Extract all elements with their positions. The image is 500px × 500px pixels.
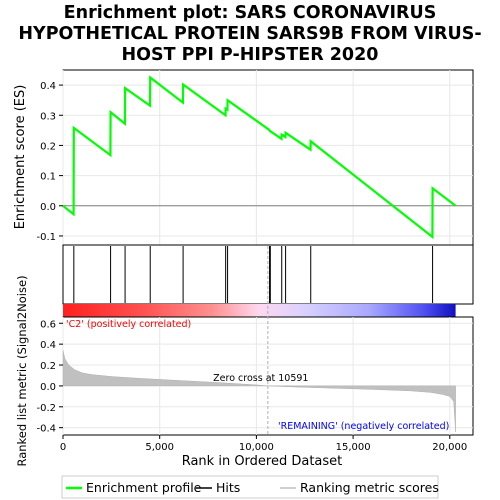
x-tick-label: 5,000 xyxy=(145,442,174,453)
metric-y-tick-label: 0.0 xyxy=(40,382,56,393)
metric-y-tick-label: -0.4 xyxy=(36,424,56,435)
metric-y-tick-label: -0.2 xyxy=(36,403,56,414)
x-tick-label: 0 xyxy=(60,442,66,453)
legend-label: Enrichment profile xyxy=(86,480,202,495)
es-y-tick-label: 0.2 xyxy=(40,141,56,152)
zero-cross-label: Zero cross at 10591 xyxy=(213,373,308,384)
metric-y-tick-label: 0.6 xyxy=(40,319,56,330)
metric-y-tick-label: 0.2 xyxy=(40,361,56,372)
legend-label: Ranking metric scores xyxy=(300,480,439,495)
es-y-tick-label: 0.0 xyxy=(40,202,56,213)
metric-y-axis-label: Ranked list metric (Signal2Noise) xyxy=(15,275,29,466)
chart-title-line: Enrichment plot: SARS CORONAVIRUS xyxy=(64,3,437,23)
chart-title-line: HOST PPI P-HIPSTER 2020 xyxy=(122,45,379,65)
es-y-tick-label: -0.1 xyxy=(36,232,56,243)
x-axis-label: Rank in Ordered Dataset xyxy=(182,454,343,469)
es-y-axis-label: Enrichment score (ES) xyxy=(13,85,28,230)
legend: Enrichment profile Hits Ranking metric sco… xyxy=(66,480,439,495)
x-ticks: 0 5,000 10,000 15,000 20,000 xyxy=(60,435,467,453)
chart-title-line: HYPOTHETICAL PROTEIN SARS9B FROM VIRUS- xyxy=(18,24,481,44)
metric-y-ticks: -0.4 -0.2 0.0 0.2 0.4 0.6 xyxy=(36,319,63,435)
hits-marks xyxy=(73,246,434,303)
rank-color-gradient xyxy=(63,304,456,317)
metric-y-tick-label: 0.4 xyxy=(40,340,56,351)
negative-correlated-label: 'REMAINING' (negatively correlated) xyxy=(278,421,449,432)
es-y-ticks: -0.1 0.0 0.1 0.2 0.3 0.4 xyxy=(36,81,63,243)
ranking-metric-area xyxy=(62,350,456,432)
hits-panel-frame xyxy=(62,244,474,305)
legend-label: Hits xyxy=(216,480,240,495)
positive-correlated-label: 'C2' (positively correlated) xyxy=(66,319,191,330)
chart-title: Enrichment plot: SARS CORONAVIRUSHYPOTHE… xyxy=(18,3,481,65)
es-y-tick-label: 0.1 xyxy=(40,172,56,183)
x-tick-label: 15,000 xyxy=(336,442,371,453)
es-y-tick-label: 0.3 xyxy=(40,111,56,122)
x-tick-label: 10,000 xyxy=(239,442,274,453)
legend-box xyxy=(61,475,439,499)
es-y-tick-label: 0.4 xyxy=(40,81,56,92)
rank-color-bar xyxy=(63,304,456,317)
enrichment-profile-line xyxy=(62,75,457,240)
x-tick-label: 20,000 xyxy=(432,442,467,453)
